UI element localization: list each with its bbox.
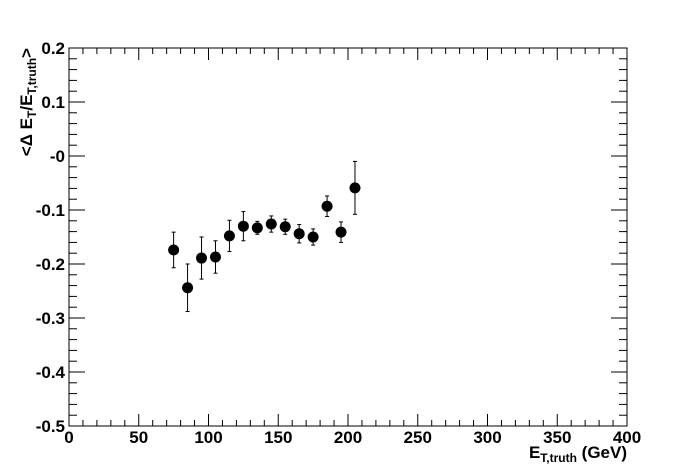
data-point — [182, 282, 194, 294]
y-tick-label: -0.5 — [36, 417, 65, 436]
y-tick-label: -0.3 — [36, 309, 65, 328]
data-point — [293, 228, 305, 240]
data-point — [335, 226, 347, 238]
x-tick-label: 100 — [194, 428, 222, 447]
y-tick-label: 0.1 — [41, 93, 65, 112]
y-tick-label: 0.2 — [41, 39, 65, 58]
x-tick-label: 50 — [129, 428, 148, 447]
data-point — [237, 220, 249, 232]
y-axis-title-part: /E — [17, 95, 36, 111]
y-tick-label: -0.2 — [36, 255, 65, 274]
plot-frame — [68, 47, 628, 427]
data-point — [265, 218, 277, 230]
data-point — [279, 221, 291, 233]
data-point — [168, 244, 180, 256]
y-axis-title-part: T,truth — [25, 58, 39, 95]
data-point — [321, 200, 333, 212]
data-point — [196, 252, 208, 264]
data-point — [251, 222, 263, 234]
x-tick-label: 0 — [64, 428, 73, 447]
y-axis-title-part: > — [17, 48, 36, 58]
y-tick-label: -0.1 — [36, 201, 65, 220]
data-point — [209, 251, 221, 263]
x-tick-label: 200 — [334, 428, 362, 447]
data-point — [349, 182, 361, 194]
x-tick-label: 250 — [404, 428, 432, 447]
y-axis-title-part: T — [25, 110, 39, 118]
y-axis-title-part: <Δ E — [17, 118, 36, 156]
x-tick-label: 350 — [543, 428, 571, 447]
x-axis-title-part: (GeV) — [577, 443, 627, 462]
x-axis-title: ET,truth (GeV) — [529, 443, 627, 465]
x-axis-title-part: T,truth — [540, 451, 577, 465]
x-tick-label: 400 — [613, 428, 641, 447]
x-tick-label: 300 — [473, 428, 501, 447]
y-tick-label: -0 — [50, 147, 65, 166]
data-point — [223, 230, 235, 242]
y-tick-label: -0.4 — [36, 363, 66, 382]
x-axis-title-part: E — [529, 443, 540, 462]
data-point — [307, 231, 319, 243]
y-axis-title: <Δ ET/ET,truth> — [17, 48, 39, 156]
x-tick-label: 150 — [264, 428, 292, 447]
